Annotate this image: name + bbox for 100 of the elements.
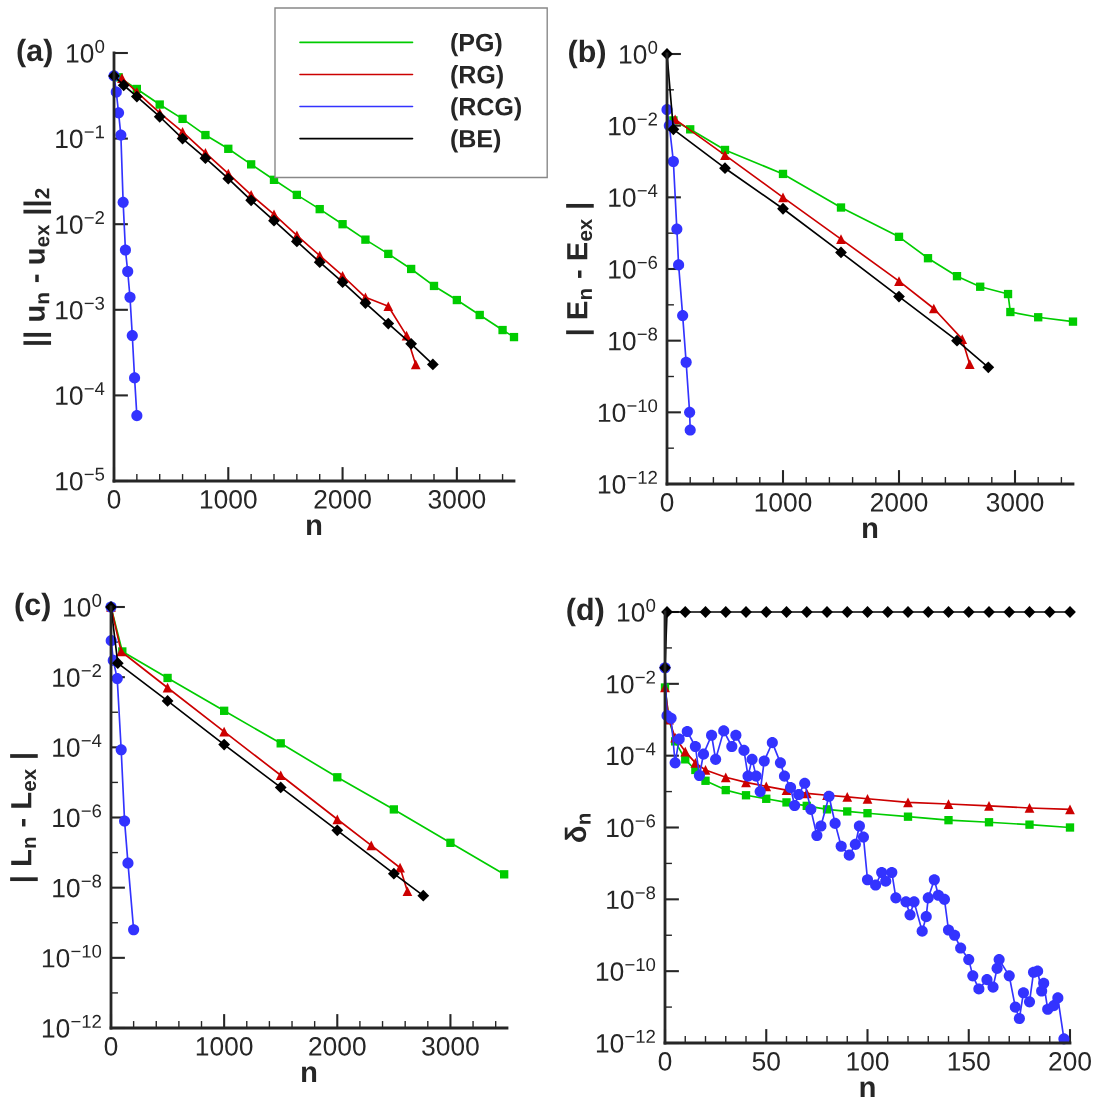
point: [387, 867, 400, 880]
x-tick-label: 0: [104, 1037, 118, 1056]
point: [1006, 307, 1015, 317]
y-tick-label: 10$^{−10}$: [596, 958, 656, 981]
y-tick-label: 10$^{−1}$: [56, 125, 104, 149]
point: [429, 281, 439, 291]
legend-label: (RCG): [451, 97, 521, 121]
point: [219, 726, 229, 737]
point: [426, 358, 439, 371]
point: [382, 317, 395, 330]
point: [313, 256, 326, 269]
point: [667, 155, 679, 168]
y-tick-label: 10$^{−6}$: [53, 804, 102, 828]
point: [984, 818, 994, 827]
point: [677, 310, 689, 322]
y-tick-label: 10$^{−2}$: [56, 211, 104, 234]
point: [777, 202, 789, 215]
point: [944, 816, 953, 825]
point: [903, 797, 913, 808]
point: [673, 259, 685, 271]
point: [893, 290, 905, 303]
x-tick-label: 0: [658, 1052, 672, 1071]
point: [684, 424, 696, 436]
point: [333, 773, 342, 782]
point: [446, 838, 455, 847]
legend-label: (RG): [451, 65, 503, 89]
y-tick-label: 10$^{−12}$: [42, 1014, 101, 1038]
point: [366, 840, 377, 851]
point: [275, 770, 286, 781]
x-axis-title: n: [302, 1066, 317, 1083]
y-tick-label: 10$^{−2}$: [609, 112, 657, 136]
point: [163, 673, 172, 683]
point: [943, 799, 954, 809]
point: [1003, 606, 1016, 618]
point: [903, 812, 913, 821]
point: [162, 682, 173, 693]
point: [721, 785, 730, 795]
point: [122, 265, 134, 278]
point: [863, 809, 872, 818]
point: [117, 79, 130, 92]
y-tick-label: 10$^{−4}$: [607, 742, 656, 766]
point: [720, 150, 730, 161]
point: [119, 244, 131, 256]
x-axis-title: n: [863, 522, 878, 539]
x-tick-label: 2000: [314, 490, 371, 509]
y-tick-label: 10$^{−10}$: [42, 944, 102, 968]
point: [922, 606, 935, 618]
point: [719, 606, 732, 618]
point: [410, 359, 421, 370]
point: [1024, 803, 1035, 813]
point: [667, 123, 680, 136]
point: [680, 356, 692, 368]
point: [274, 781, 287, 794]
y-tick-label: 10$^{0}$: [618, 598, 656, 622]
point: [778, 192, 788, 203]
point: [842, 792, 853, 802]
point: [122, 857, 134, 869]
point: [684, 406, 696, 418]
y-tick-label: 10$^{−12}$: [598, 470, 657, 494]
point: [383, 301, 394, 312]
y-tick-label: 10$^{0}$: [67, 39, 105, 63]
y-tick-label: 10$^{−8}$: [607, 886, 656, 910]
x-tick-label: 0: [107, 490, 121, 509]
point: [176, 132, 189, 145]
point: [778, 169, 788, 179]
point: [406, 264, 416, 274]
x-tick-label: 0: [660, 493, 674, 512]
point: [509, 332, 519, 342]
point: [928, 303, 939, 314]
y-tick-label: 10$^{−6}$: [609, 255, 658, 279]
point: [290, 235, 303, 248]
y-tick-label: 10$^{−8}$: [53, 874, 102, 898]
point: [984, 801, 994, 811]
point: [201, 130, 210, 140]
point: [119, 815, 131, 827]
point: [115, 744, 127, 756]
point: [384, 249, 393, 259]
point: [719, 162, 731, 175]
x-tick-label: 1000: [196, 1037, 253, 1056]
point: [402, 886, 413, 897]
x-tick-label: 2000: [309, 1037, 366, 1056]
point: [336, 276, 349, 289]
x-tick-label: 150: [948, 1052, 990, 1071]
x-axis-title: n: [307, 519, 322, 536]
x-tick-label: 3000: [986, 493, 1044, 512]
y-tick-label: 10$^{−4}$: [56, 382, 105, 405]
point: [153, 110, 166, 123]
point: [1003, 289, 1013, 299]
chart-title: (c): [15, 592, 50, 622]
y-axis-title: || u$_{n}$ - u$_{ex}$ ||$_{2}$: [23, 188, 52, 345]
point: [780, 606, 793, 618]
point: [417, 889, 430, 902]
point: [245, 194, 258, 207]
point: [962, 606, 975, 618]
x-tick-label: 3000: [428, 490, 486, 509]
point: [881, 606, 894, 618]
y-tick-label: 10$^{−4}$: [53, 734, 102, 757]
y-tick-label: 10$^{−6}$: [607, 814, 656, 838]
point: [861, 606, 874, 618]
point: [178, 114, 187, 124]
